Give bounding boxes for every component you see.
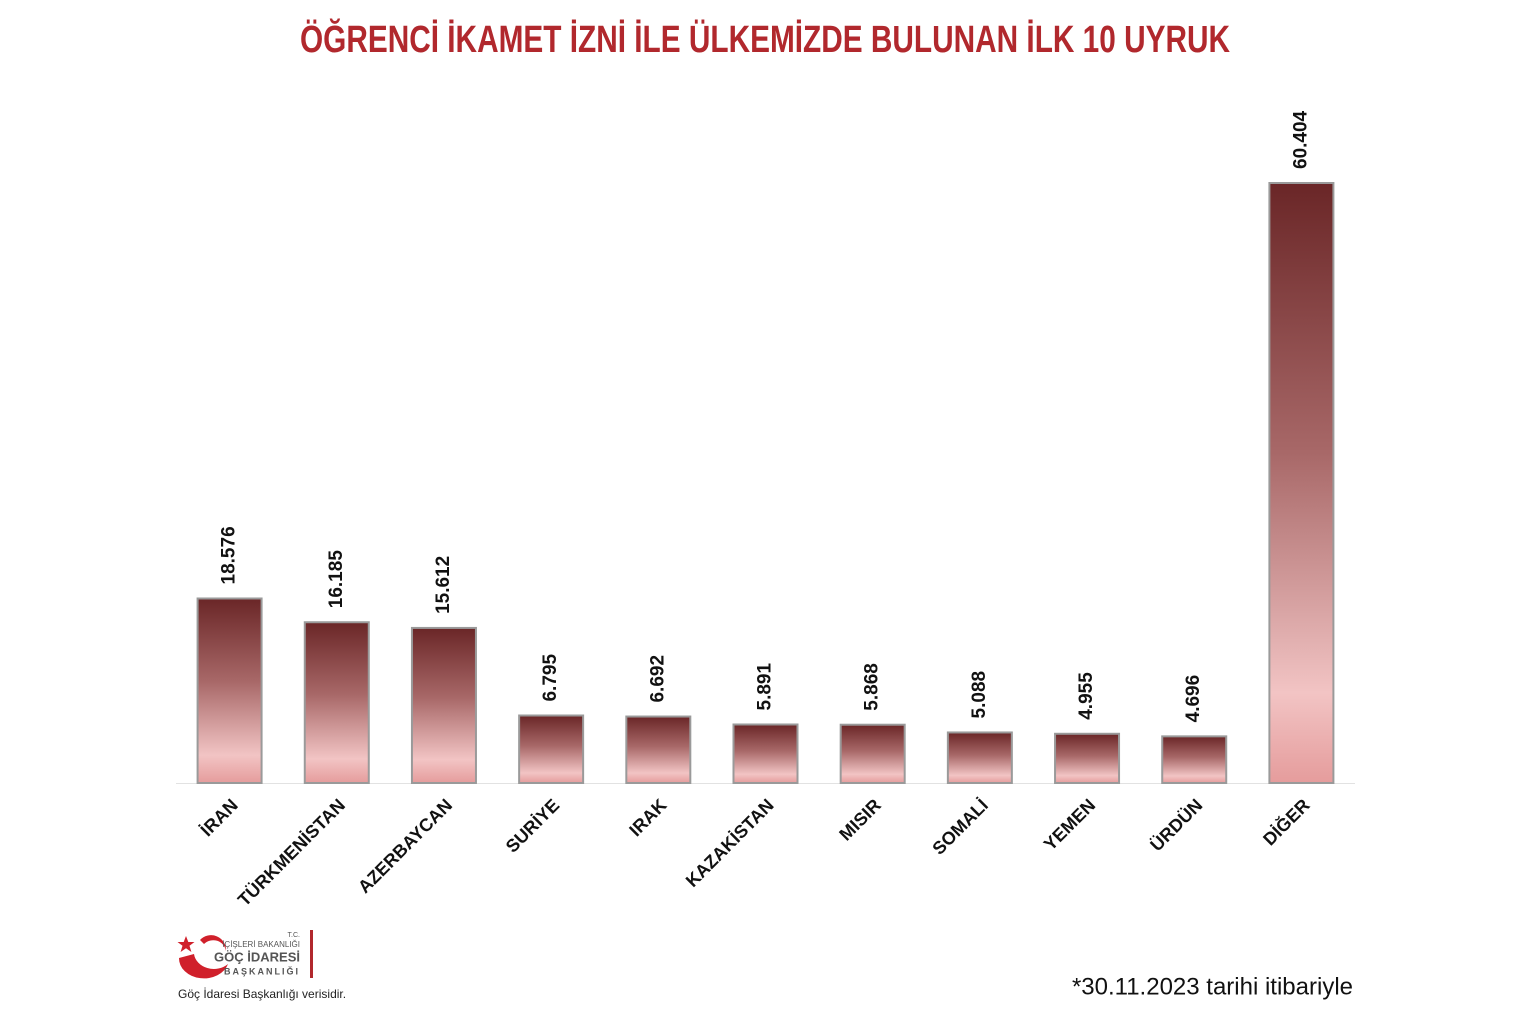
value-label: 18.576 [219, 526, 240, 584]
value-label: 6.795 [540, 654, 561, 702]
value-label: 4.696 [1183, 675, 1204, 723]
x-tick-label: TÜRKMENİSTAN [234, 795, 349, 910]
x-tick-label: AZERBAYCAN [354, 795, 456, 897]
note: *30.11.2023 tarihi itibariyle [1072, 973, 1353, 1000]
logo-bar [310, 930, 313, 978]
bar [625, 715, 692, 785]
logo-text: T.C. [288, 932, 301, 939]
logo-text: GÖÇ İDARESİ [214, 949, 300, 964]
logo: T.C. İÇİŞLERİ BAKANLIĞI GÖÇ İDARESİ BAŞK… [177, 930, 313, 979]
value-label: 6.692 [647, 655, 668, 703]
bar [839, 723, 906, 784]
x-tick-label: KAZAKİSTAN [682, 795, 778, 891]
value-label: 5.088 [969, 671, 990, 719]
crescent-top [200, 935, 227, 951]
bar [732, 723, 799, 784]
bar [1054, 732, 1121, 785]
star [177, 936, 195, 952]
value-label: 5.868 [862, 663, 883, 711]
value-label: 15.612 [433, 556, 454, 614]
logo-text: BAŞKANLIĞI [224, 965, 300, 976]
x-tick-label: MISIR [835, 795, 885, 845]
x-tick-label: ÜRDÜN [1146, 795, 1206, 855]
x-tick-label: IRAK [625, 795, 670, 840]
bar [946, 731, 1013, 785]
bar [410, 626, 477, 785]
chart-title: ÖĞRENCİ İKAMET İZNİ İLE ÜLKEMİZDE BULUNA… [300, 17, 1230, 61]
value-label: 4.955 [1076, 672, 1097, 720]
bar [303, 621, 370, 784]
x-tick-label: DİĞER [1258, 794, 1313, 849]
x-tick-label: SOMALİ [928, 795, 992, 859]
bar [1161, 735, 1228, 784]
value-label: 16.185 [326, 550, 347, 609]
crescent [178, 954, 228, 979]
logo-text: İÇİŞLERİ BAKANLIĞI [222, 940, 300, 949]
x-tick-label: YEMEN [1040, 795, 1099, 854]
x-tick-label: SURİYE [502, 795, 564, 857]
source: Göç İdaresi Başkanlığı verisidir. [178, 987, 346, 1001]
x-tick-label: İRAN [197, 795, 242, 840]
bar [1268, 182, 1335, 784]
value-label: 60.404 [1290, 110, 1311, 169]
value-label: 5.891 [755, 663, 776, 711]
bar [196, 597, 263, 784]
bar [518, 714, 585, 784]
